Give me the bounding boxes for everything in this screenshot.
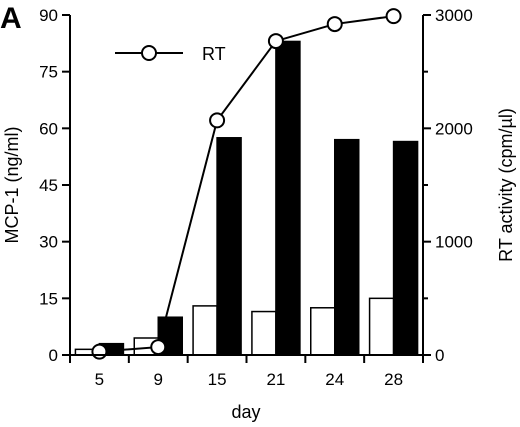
rt-point-28 [385, 8, 402, 25]
x-tick-label: 21 [266, 370, 285, 389]
left-tick-label: 90 [39, 6, 58, 25]
panel-label: A [0, 2, 22, 35]
bars-layer [74, 40, 419, 356]
left-tick-label: 15 [39, 289, 58, 308]
right-tick-label: 0 [435, 346, 444, 365]
rt-line [99, 15, 394, 353]
x-tick-label: 15 [208, 370, 227, 389]
bar-black-24 [334, 138, 360, 356]
x-tick-label: 9 [154, 370, 163, 389]
rt-point-15 [209, 112, 226, 129]
right-tick-label: 1000 [435, 233, 473, 252]
bar-white-15 [192, 305, 218, 356]
rt-line-layer [91, 8, 402, 360]
legend: RT [115, 44, 226, 64]
left-tick-label: 60 [39, 119, 58, 138]
bar-white-21 [251, 310, 277, 356]
x-tick-label: 28 [384, 370, 403, 389]
left-y-axis-label: MCP-1 (ng/ml) [2, 126, 22, 243]
rt-point-24 [326, 16, 343, 33]
x-tick-label: 5 [95, 370, 104, 389]
bar-black-21 [275, 40, 301, 356]
right-y-ticks: 0 1000 2000 3000 [423, 6, 473, 365]
rt-point-9 [150, 339, 167, 356]
right-tick-label: 3000 [435, 6, 473, 25]
left-y-ticks: 0 15 30 45 60 75 90 [39, 6, 70, 365]
left-tick-label: 75 [39, 63, 58, 82]
rt-point-21 [267, 33, 284, 50]
left-tick-label: 30 [39, 233, 58, 252]
left-tick-label: 0 [49, 346, 58, 365]
x-tick-label: 24 [325, 370, 344, 389]
bar-black-15 [216, 137, 242, 356]
bar-white-24 [310, 307, 336, 356]
right-y-axis-label: RT activity (cpm/µl) [496, 108, 516, 262]
rt-point-5 [91, 343, 108, 360]
bar-white-28 [368, 297, 395, 356]
left-tick-label: 45 [39, 176, 58, 195]
right-tick-label: 2000 [435, 119, 473, 138]
x-ticks: 5 9 15 21 24 28 [69, 355, 424, 389]
legend-marker [141, 45, 157, 61]
x-axis-label: day [231, 402, 260, 422]
bar-black-28 [392, 140, 419, 356]
bar-black-9 [157, 316, 183, 356]
legend-label-rt: RT [202, 44, 226, 64]
